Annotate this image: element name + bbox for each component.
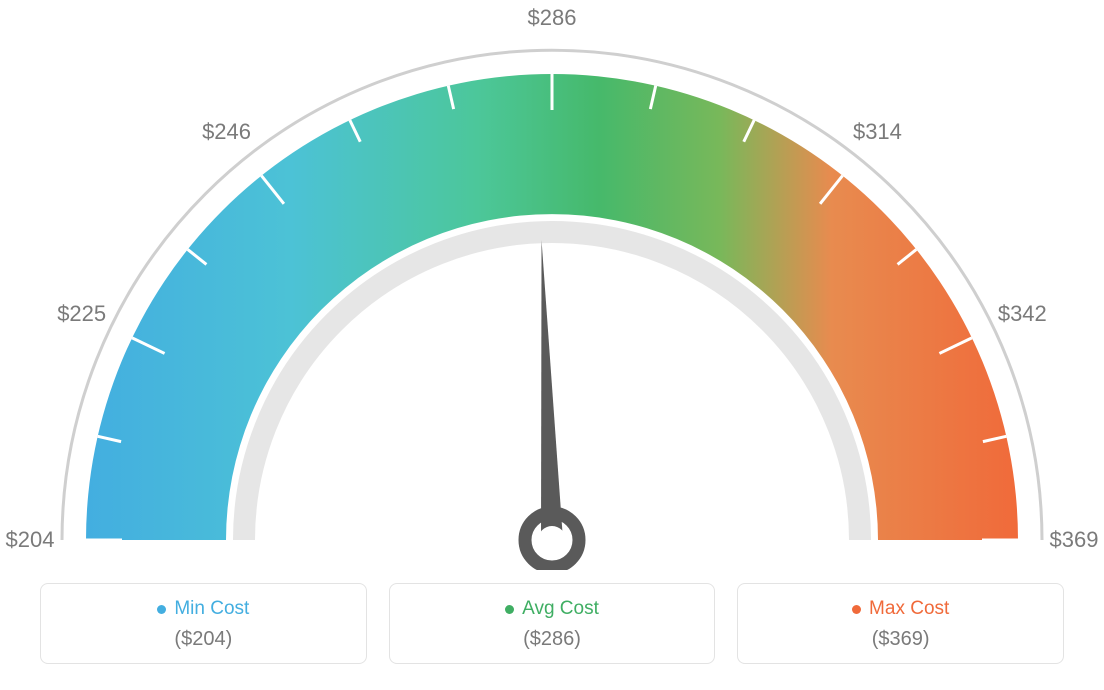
- dot-icon: [505, 605, 514, 614]
- dot-icon: [157, 605, 166, 614]
- gauge-tick-label: $314: [853, 119, 902, 145]
- legend-title-min: Min Cost: [157, 598, 249, 620]
- legend-title-text: Min Cost: [174, 598, 249, 620]
- legend-row: Min Cost ($204) Avg Cost ($286) Max Cost…: [40, 583, 1064, 664]
- gauge-tick-label: $286: [528, 5, 577, 31]
- legend-value-avg: ($286): [400, 628, 705, 651]
- legend-title-text: Max Cost: [869, 598, 949, 620]
- gauge-tick-label: $246: [202, 119, 251, 145]
- legend-value-max: ($369): [748, 628, 1053, 651]
- gauge-tick-label: $204: [6, 527, 55, 553]
- gauge-svg: [0, 10, 1104, 570]
- legend-card-avg: Avg Cost ($286): [389, 583, 716, 664]
- dot-icon: [852, 605, 861, 614]
- legend-card-min: Min Cost ($204): [40, 583, 367, 664]
- gauge-tick-label: $369: [1050, 527, 1099, 553]
- legend-card-max: Max Cost ($369): [737, 583, 1064, 664]
- cost-gauge: $204$225$246$286$314$342$369: [0, 10, 1104, 570]
- legend-title-text: Avg Cost: [522, 598, 599, 620]
- legend-title-max: Max Cost: [852, 598, 949, 620]
- legend-value-min: ($204): [51, 628, 356, 651]
- gauge-tick-label: $342: [998, 301, 1047, 327]
- legend-title-avg: Avg Cost: [505, 598, 599, 620]
- gauge-tick-label: $225: [57, 301, 106, 327]
